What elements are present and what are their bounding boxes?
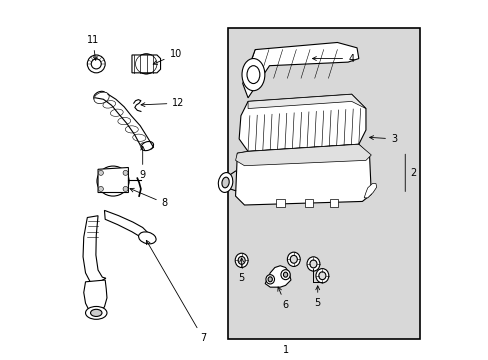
Ellipse shape bbox=[281, 270, 290, 280]
Ellipse shape bbox=[94, 92, 109, 104]
Ellipse shape bbox=[141, 141, 153, 150]
Polygon shape bbox=[364, 184, 376, 198]
Ellipse shape bbox=[138, 232, 156, 244]
Bar bbox=[304, 199, 313, 207]
Ellipse shape bbox=[123, 170, 128, 175]
Ellipse shape bbox=[90, 309, 102, 316]
Ellipse shape bbox=[91, 59, 101, 69]
Ellipse shape bbox=[242, 59, 264, 91]
Text: 8: 8 bbox=[130, 188, 167, 208]
Ellipse shape bbox=[306, 257, 319, 271]
Ellipse shape bbox=[315, 269, 328, 283]
Polygon shape bbox=[235, 144, 370, 205]
Text: 10: 10 bbox=[153, 49, 182, 64]
Polygon shape bbox=[83, 216, 106, 284]
Ellipse shape bbox=[318, 272, 325, 280]
Polygon shape bbox=[83, 280, 107, 314]
Bar bbox=[228, 28, 419, 339]
Ellipse shape bbox=[290, 255, 297, 263]
Polygon shape bbox=[264, 266, 290, 287]
Ellipse shape bbox=[283, 272, 287, 277]
Text: 2: 2 bbox=[409, 168, 415, 178]
Text: 5: 5 bbox=[314, 286, 320, 308]
Ellipse shape bbox=[287, 252, 300, 266]
Ellipse shape bbox=[265, 275, 274, 284]
Text: 1: 1 bbox=[282, 345, 288, 355]
Ellipse shape bbox=[135, 54, 157, 74]
Polygon shape bbox=[98, 167, 128, 193]
Ellipse shape bbox=[94, 91, 106, 101]
Text: 11: 11 bbox=[86, 35, 99, 60]
Bar bbox=[329, 199, 338, 207]
Text: 3: 3 bbox=[369, 134, 396, 144]
Text: 5: 5 bbox=[238, 258, 244, 283]
Polygon shape bbox=[104, 210, 148, 243]
Text: 6: 6 bbox=[277, 287, 288, 310]
Ellipse shape bbox=[87, 55, 105, 73]
Text: 7: 7 bbox=[146, 240, 205, 343]
Ellipse shape bbox=[267, 277, 272, 282]
Ellipse shape bbox=[246, 66, 259, 84]
Ellipse shape bbox=[123, 186, 128, 192]
Polygon shape bbox=[235, 144, 370, 166]
Ellipse shape bbox=[97, 166, 129, 196]
Polygon shape bbox=[132, 55, 160, 73]
Ellipse shape bbox=[140, 59, 152, 69]
Ellipse shape bbox=[103, 172, 123, 190]
Text: 12: 12 bbox=[141, 98, 184, 108]
Polygon shape bbox=[239, 94, 365, 152]
Ellipse shape bbox=[85, 306, 107, 319]
Bar bbox=[275, 199, 285, 207]
Ellipse shape bbox=[238, 256, 244, 264]
Polygon shape bbox=[247, 94, 365, 109]
Text: 4: 4 bbox=[312, 54, 353, 64]
Ellipse shape bbox=[218, 172, 232, 193]
Ellipse shape bbox=[235, 253, 247, 267]
Text: 9: 9 bbox=[140, 146, 145, 180]
Ellipse shape bbox=[98, 186, 103, 192]
Ellipse shape bbox=[309, 260, 316, 268]
Ellipse shape bbox=[222, 177, 229, 188]
Polygon shape bbox=[242, 42, 358, 98]
Ellipse shape bbox=[98, 170, 103, 175]
